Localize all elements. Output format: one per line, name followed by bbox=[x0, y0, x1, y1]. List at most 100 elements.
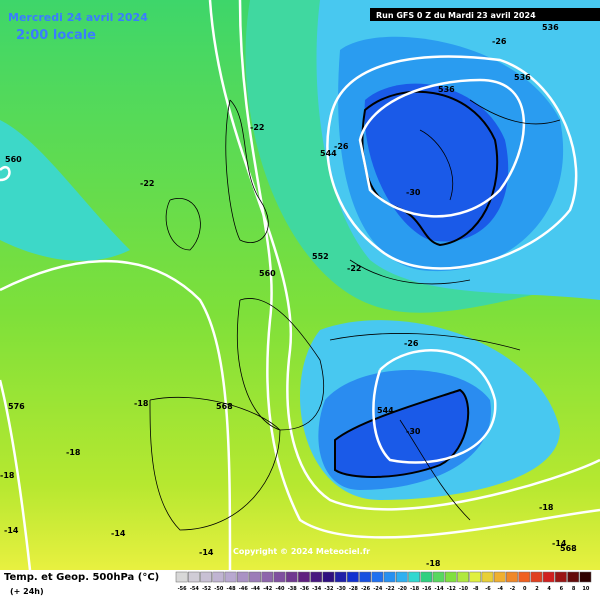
contour-label: -14 bbox=[552, 539, 567, 548]
scale-label: -32 bbox=[324, 586, 334, 592]
scale-label: 2 bbox=[535, 586, 539, 592]
scale-swatch bbox=[212, 571, 225, 583]
scale-swatch bbox=[567, 571, 580, 583]
scale-swatch bbox=[420, 571, 433, 583]
contour-label: -14 bbox=[111, 529, 126, 538]
scale-swatch bbox=[261, 571, 274, 583]
scale-label: -26 bbox=[361, 586, 371, 592]
scale-swatch bbox=[481, 571, 494, 583]
scale-label: -50 bbox=[214, 586, 224, 592]
contour-label: 560 bbox=[259, 269, 276, 278]
scale-swatch bbox=[518, 571, 531, 583]
contour-label: 568 bbox=[216, 402, 233, 411]
contour-label: -18 bbox=[539, 503, 554, 512]
time: 2:00 locale bbox=[16, 28, 96, 43]
scale-label: -10 bbox=[459, 586, 469, 592]
cold-core bbox=[334, 388, 470, 478]
cold-core bbox=[364, 83, 509, 242]
scale-swatch bbox=[530, 571, 543, 583]
scale-label: 8 bbox=[572, 586, 576, 592]
scale-label: 4 bbox=[547, 586, 551, 592]
scale-label: -4 bbox=[497, 586, 503, 592]
scale-label: -2 bbox=[510, 586, 516, 592]
scale-label: -42 bbox=[263, 586, 273, 592]
scale-label: 0 bbox=[523, 586, 527, 592]
geopotential-contours bbox=[0, 0, 600, 570]
contour-label: 544 bbox=[320, 149, 337, 158]
scale-label: -44 bbox=[251, 586, 261, 592]
cool-zone bbox=[0, 120, 130, 261]
scale-swatch bbox=[383, 571, 396, 583]
scale-label: 6 bbox=[560, 586, 564, 592]
scale-swatch bbox=[200, 571, 212, 583]
contour-label: -30 bbox=[406, 427, 421, 436]
legend-title: Temp. et Geop. 500hPa (°C) bbox=[4, 572, 159, 583]
contour-label: -18 bbox=[134, 399, 149, 408]
contour-label: -26 bbox=[492, 37, 507, 46]
scale-swatch bbox=[542, 571, 555, 583]
scale-label: -36 bbox=[300, 586, 310, 592]
scale-label: 10 bbox=[582, 586, 589, 592]
contour-label: -14 bbox=[4, 526, 19, 535]
scale-label: -6 bbox=[485, 586, 491, 592]
scale-swatch bbox=[469, 571, 482, 583]
scale-swatch bbox=[493, 571, 506, 583]
scale-label: -24 bbox=[373, 586, 383, 592]
scale-swatch bbox=[249, 571, 261, 583]
scale-swatch bbox=[224, 571, 237, 583]
scale-swatch bbox=[359, 571, 372, 583]
run-info: Run GFS 0 Z du Mardi 23 avril 2024 bbox=[376, 11, 536, 20]
contour-label: -22 bbox=[347, 264, 361, 273]
contour-label: -18 bbox=[66, 448, 81, 457]
scale-swatch bbox=[371, 571, 384, 583]
scale-swatch bbox=[322, 571, 335, 583]
scale-swatch bbox=[175, 571, 188, 583]
legend-lead: (+ 24h) bbox=[10, 587, 44, 596]
contour-label: -30 bbox=[406, 188, 421, 197]
contour-label: 552 bbox=[312, 252, 329, 261]
contour-label: -26 bbox=[404, 339, 419, 348]
scale-label: -28 bbox=[349, 586, 359, 592]
contour-label: 568 bbox=[560, 544, 577, 553]
contour-label: 536 bbox=[438, 85, 455, 94]
contour-label: -22 bbox=[250, 123, 264, 132]
contour-label: 576 bbox=[8, 402, 25, 411]
contour-label: 536 bbox=[542, 23, 559, 32]
scale-swatch bbox=[334, 571, 347, 583]
isotherm bbox=[361, 90, 499, 247]
contour-label: -22 bbox=[140, 179, 154, 188]
scale-label: -40 bbox=[275, 586, 285, 592]
scale-swatch bbox=[444, 571, 457, 583]
scale-label: -52 bbox=[202, 586, 212, 592]
contour-label: 536 bbox=[514, 73, 531, 82]
scale-label: -12 bbox=[447, 586, 457, 592]
contour-label: -18 bbox=[0, 471, 15, 480]
date: Mercredi 24 avril 2024 bbox=[8, 11, 148, 24]
scale-swatch bbox=[579, 571, 592, 583]
scale-swatch bbox=[285, 571, 298, 583]
scale-label: -48 bbox=[227, 586, 237, 592]
scale-label: -16 bbox=[422, 586, 432, 592]
scale-swatch bbox=[310, 571, 323, 583]
scale-swatch bbox=[273, 571, 286, 583]
scale-label: -38 bbox=[288, 586, 298, 592]
scale-label: -54 bbox=[190, 586, 200, 592]
run-banner bbox=[370, 8, 600, 21]
scale-swatch bbox=[298, 571, 310, 583]
scale-label: -56 bbox=[178, 586, 188, 592]
scale-swatch bbox=[506, 571, 518, 583]
scale-swatch bbox=[432, 571, 445, 583]
scale-swatch bbox=[395, 571, 408, 583]
scale-label: -14 bbox=[435, 586, 445, 592]
scale-swatch bbox=[555, 571, 567, 583]
scale-label: -34 bbox=[312, 586, 322, 592]
scale-swatch bbox=[347, 571, 359, 583]
scale-swatch bbox=[187, 571, 200, 583]
copyright: Copyright © 2024 Meteociel.fr bbox=[233, 547, 370, 556]
contour-label: -14 bbox=[199, 548, 214, 557]
contour-label: -18 bbox=[426, 559, 441, 568]
contour-label: -26 bbox=[334, 142, 349, 151]
scale-swatch bbox=[236, 571, 249, 583]
scale-label: -20 bbox=[398, 586, 408, 592]
